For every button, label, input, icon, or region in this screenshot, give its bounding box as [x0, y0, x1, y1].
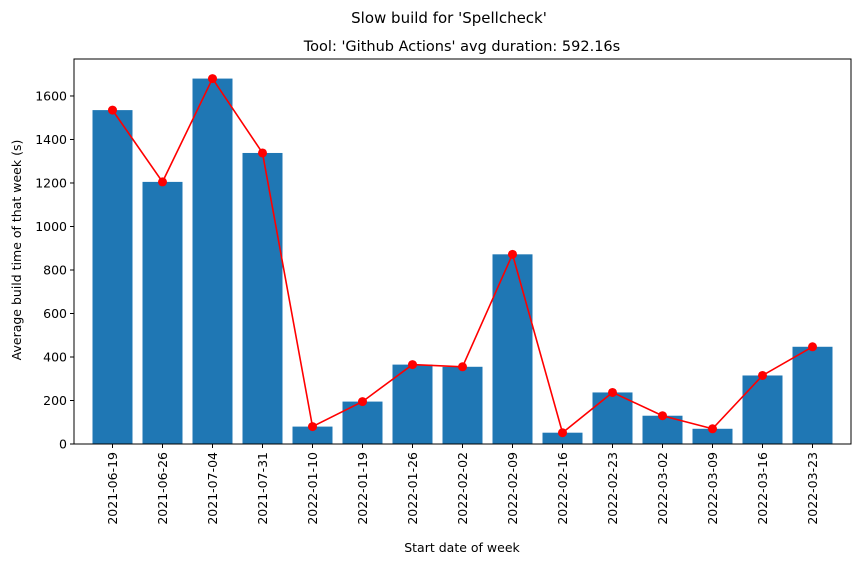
x-tick-label: 2022-02-23 [605, 452, 620, 525]
x-tick-label: 2022-02-16 [555, 452, 570, 525]
bar [242, 152, 283, 444]
bar [642, 415, 683, 444]
figure-suptitle: Slow build for 'Spellcheck' [351, 9, 547, 27]
x-tick-label: 2021-07-04 [205, 452, 220, 525]
line-point [108, 105, 117, 115]
line-point [658, 411, 667, 421]
y-tick-label: 1400 [35, 132, 67, 147]
line-point [758, 370, 767, 380]
x-tick-label: 2022-01-26 [405, 452, 420, 525]
x-tick-label: 2022-03-09 [705, 452, 720, 525]
line-point [358, 397, 367, 407]
x-tick-label: 2022-03-16 [755, 452, 770, 525]
bar [192, 78, 233, 445]
y-tick-label: 600 [43, 306, 67, 321]
bar [392, 364, 433, 444]
bar [692, 428, 733, 444]
y-tick-label: 400 [43, 349, 67, 364]
y-axis-label: Average build time of that week (s) [9, 140, 24, 361]
line-point [558, 428, 567, 438]
x-tick-label: 2021-07-31 [255, 452, 270, 525]
line-point [708, 424, 717, 434]
y-tick-label: 200 [43, 393, 67, 408]
bar [142, 181, 183, 444]
y-tick-label: 1600 [35, 88, 67, 103]
line-point [308, 422, 317, 432]
x-tick-label: 2022-01-10 [305, 452, 320, 525]
y-tick-label: 0 [59, 437, 67, 452]
line-point [158, 177, 167, 187]
x-tick-label: 2021-06-26 [155, 452, 170, 525]
line-point [458, 362, 467, 372]
line-point [608, 387, 617, 397]
bar [292, 426, 333, 444]
line-point [258, 148, 267, 158]
x-tick-label: 2021-06-19 [105, 452, 120, 525]
bar [442, 366, 483, 444]
line-point [808, 342, 817, 352]
line-point [208, 74, 217, 84]
bar [492, 254, 533, 444]
y-tick-label: 1000 [35, 219, 67, 234]
x-axis-label: Start date of week [404, 540, 520, 555]
x-tick-label: 2022-03-02 [655, 452, 670, 525]
bar [742, 375, 783, 444]
bar [792, 346, 833, 444]
y-tick-label: 800 [43, 262, 67, 277]
bar [542, 432, 583, 444]
chart-title: Tool: 'Github Actions' avg duration: 592… [303, 39, 620, 55]
bar [592, 392, 633, 444]
x-tick-label: 2022-03-23 [805, 452, 820, 525]
bar [92, 110, 133, 445]
x-tick-label: 2022-01-19 [355, 452, 370, 525]
plot-area: 0 200 400 600 800 1000 1200 1400 1600 2021-06-19 2… [35, 58, 852, 525]
x-tick-label: 2022-02-02 [455, 452, 470, 525]
y-tick-label: 1200 [35, 175, 67, 190]
line-point [508, 249, 517, 259]
x-tick-label: 2022-02-09 [505, 452, 520, 525]
line-point [408, 360, 417, 370]
